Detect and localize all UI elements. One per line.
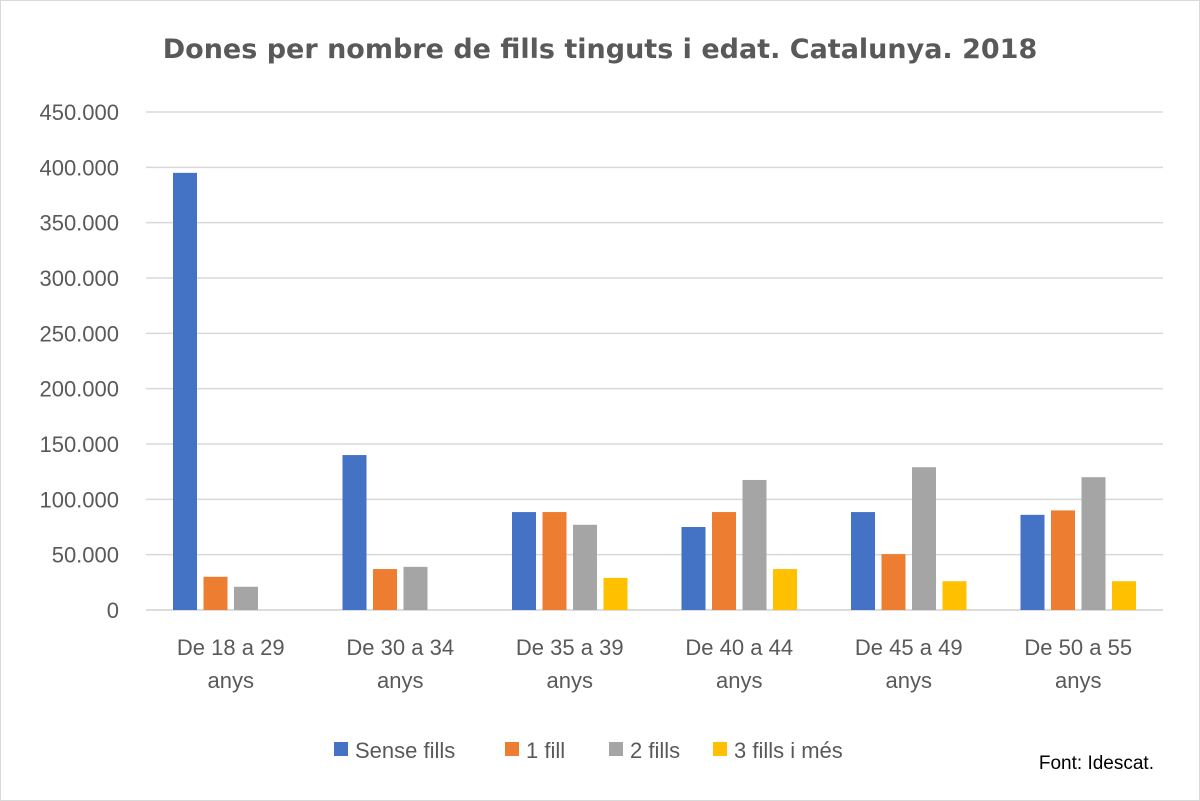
y-tick-label: 250.000 (39, 321, 119, 346)
bar-sense-fills (173, 172, 197, 610)
y-tick-label: 200.000 (39, 377, 119, 402)
x-tick-label: anys (886, 668, 932, 693)
legend-label: 3 fills i més (734, 738, 843, 763)
bar-1-fill (881, 554, 906, 610)
bar-2-fills (403, 566, 428, 610)
bar-1-fill (203, 576, 228, 610)
x-tick-label: anys (377, 668, 423, 693)
bar-2-fills (234, 586, 258, 610)
bar-3-fills-i-m-s (942, 581, 967, 610)
y-tick-label: 300.000 (39, 266, 119, 291)
x-tick-label: anys (1055, 668, 1101, 693)
x-tick-label: De 50 a 55 (1024, 635, 1132, 660)
x-tick-label: De 30 a 34 (346, 635, 454, 660)
bar-1-fill (542, 512, 567, 610)
x-tick-label: De 40 a 44 (685, 635, 793, 660)
legend-label: 1 fill (526, 738, 565, 763)
x-tick-label: anys (547, 668, 593, 693)
y-tick-label: 450.000 (39, 100, 119, 125)
x-tick-label: De 18 a 29 (177, 635, 285, 660)
bar-3-fills-i-m-s (773, 569, 797, 610)
x-tick-label: De 45 a 49 (855, 635, 963, 660)
bar-sense-fills (342, 455, 367, 610)
bar-1-fill (373, 569, 397, 610)
bar-2-fills (573, 524, 597, 610)
bar-1-fill (712, 512, 736, 610)
bar-sense-fills (512, 512, 536, 610)
bar-sense-fills (1020, 514, 1045, 610)
legend-swatch (609, 742, 623, 756)
bar-2-fills (912, 467, 936, 610)
bar-sense-fills (851, 512, 875, 610)
chart-title: Dones per nombre de fills tinguts i edat… (163, 34, 1037, 65)
legend-label: Sense fills (355, 738, 455, 763)
y-tick-label: 100.000 (39, 487, 119, 512)
legend-swatch (505, 742, 519, 756)
legend-swatch (334, 742, 348, 756)
legend-swatch (713, 742, 727, 756)
bar-1-fill (1051, 510, 1075, 610)
x-tick-label: anys (716, 668, 762, 693)
bar-3-fills-i-m-s (603, 577, 628, 610)
y-tick-label: 350.000 (39, 211, 119, 236)
x-tick-label: anys (208, 668, 254, 693)
bar-3-fills-i-m-s (1112, 581, 1136, 610)
bar-2-fills (742, 479, 767, 610)
y-tick-label: 0 (107, 598, 119, 623)
source-note: Font: Idescat. (1039, 753, 1154, 774)
y-tick-label: 50.000 (52, 543, 119, 568)
bar-sense-fills (681, 527, 706, 610)
y-tick-label: 150.000 (39, 432, 119, 457)
y-tick-label: 400.000 (39, 155, 119, 180)
x-tick-label: De 35 a 39 (516, 635, 624, 660)
bar-2-fills (1081, 477, 1106, 610)
legend-label: 2 fills (630, 738, 680, 763)
